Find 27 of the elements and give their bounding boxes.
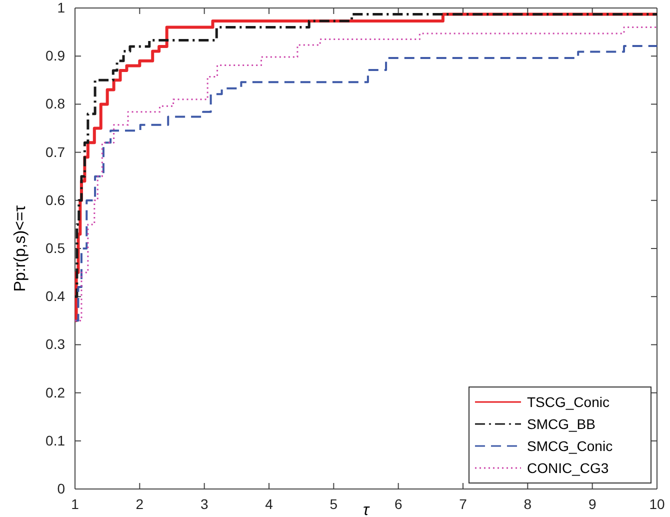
y-tick-label: 0.6 [46,192,66,208]
y-tick-label: 0.8 [46,96,66,112]
y-axis-title: Pp:r(p,s)<=τ [12,204,29,292]
x-tick-label: 5 [330,496,338,512]
x-tick-label: 9 [588,496,596,512]
x-tick-label: 6 [394,496,402,512]
y-tick-label: 0.9 [46,48,66,64]
y-tick-label: 0.1 [46,432,66,448]
x-tick-label: 7 [459,496,468,512]
x-tick-label: 3 [200,496,208,512]
y-tick-label: 0.7 [46,144,66,160]
y-tick-label: 1 [57,0,66,16]
y-tick-label: 0.4 [46,288,66,304]
x-tick-label: 1 [71,496,80,512]
legend-label: SMCG_BB [527,416,596,432]
legend-label: CONIC_CG3 [527,460,609,476]
legend-label: SMCG_Conic [527,438,613,454]
x-tick-label: 10 [649,496,665,512]
y-tick-label: 0.2 [46,384,66,400]
y-tick-label: 0.5 [46,240,66,256]
x-tick-label: 2 [136,496,144,512]
y-tick-label: 0.3 [46,336,66,352]
x-axis-title: τ [363,502,370,517]
x-tick-label: 8 [524,496,532,512]
x-tick-label: 4 [265,496,274,512]
legend-label: TSCG_Conic [527,394,610,410]
y-tick-label: 0 [57,480,66,496]
